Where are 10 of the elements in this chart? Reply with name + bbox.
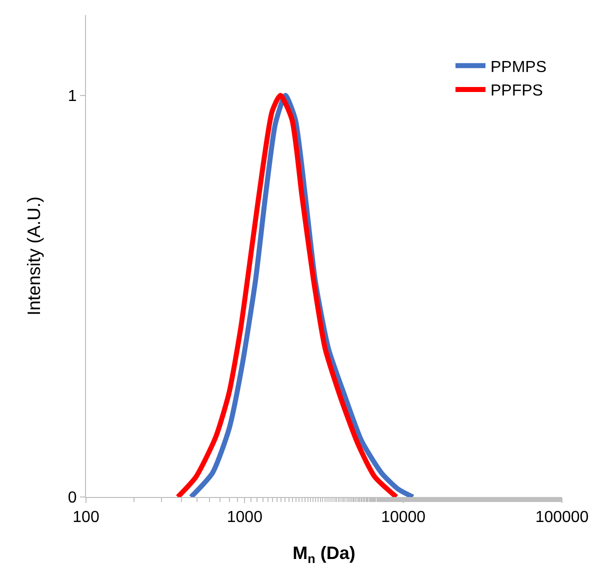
x-tick-label: 100000 — [535, 509, 589, 526]
legend-label: PPFPS — [490, 82, 543, 100]
y-tick-label: 1 — [68, 88, 77, 105]
x-tick-label: 100 — [72, 509, 100, 526]
y-axis-title: Intensity (A.U.) — [24, 196, 44, 316]
x-tick-label: 1000 — [226, 509, 263, 526]
y-tick-label: 0 — [68, 490, 77, 507]
x-tick-label: 10000 — [381, 509, 426, 526]
legend-label: PPMPS — [490, 58, 546, 76]
x-axis-title: M$_{n}$ (Da) — [292, 543, 356, 566]
